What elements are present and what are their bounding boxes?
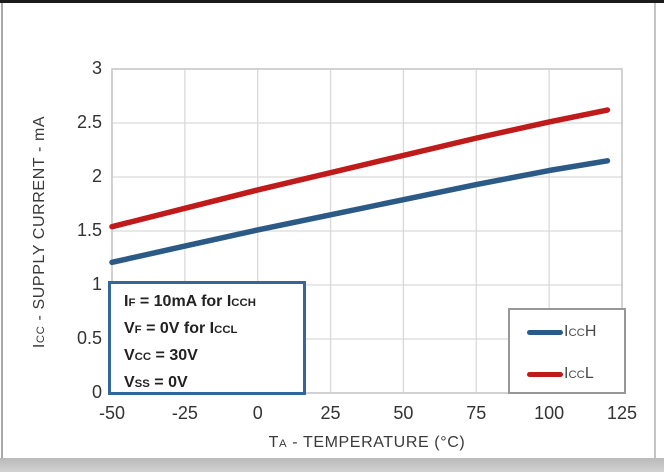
y-tick-label: 0 bbox=[91, 382, 102, 402]
y-tick-label: 2 bbox=[91, 166, 102, 186]
text-segment: L bbox=[584, 365, 594, 382]
annotation-line-vcc: VCC = 30V bbox=[124, 343, 303, 370]
subscript-text: CC bbox=[568, 327, 585, 339]
legend-item-iccl: ICCL bbox=[527, 361, 620, 387]
page-top-rule bbox=[0, 0, 664, 3]
legend-swatch-iccl bbox=[527, 371, 563, 377]
series-line-iccl bbox=[109, 107, 611, 230]
y-tick-label: 1 bbox=[91, 274, 102, 294]
legend: ICCH ICCL bbox=[508, 308, 626, 394]
text-segment: = 30V bbox=[151, 347, 198, 364]
x-tick-label: 100 bbox=[534, 403, 565, 423]
text-segment: - SUPPLY CURRENT - mA bbox=[31, 115, 48, 326]
x-tick-label: 50 bbox=[393, 403, 414, 423]
text-segment: = 10mA for bbox=[135, 293, 227, 310]
page-right-rule bbox=[654, 3, 656, 458]
subscript-text: CCH bbox=[231, 297, 256, 309]
text-segment: I bbox=[209, 320, 215, 337]
page-left-rule bbox=[1, 3, 3, 472]
x-tick-label: -50 bbox=[98, 403, 125, 423]
subscript-text: CC bbox=[568, 369, 585, 381]
text-segment: T bbox=[268, 434, 280, 451]
legend-label-icch: ICCH bbox=[564, 323, 596, 341]
series-line-icch bbox=[109, 158, 611, 266]
text-segment: I bbox=[226, 293, 232, 310]
legend-item-icch: ICCH bbox=[527, 319, 620, 345]
y-tick-label: 0.5 bbox=[76, 328, 102, 348]
conditions-annotation-box: IF = 10mA for ICCH VF = 0V for ICCL VCC … bbox=[108, 281, 306, 395]
subscript-text: F bbox=[134, 324, 142, 336]
subscript-text: A bbox=[279, 438, 288, 450]
y-axis-title: ICC - SUPPLY CURRENT - mA bbox=[31, 116, 49, 348]
subscript-text: F bbox=[128, 297, 136, 309]
text-segment: I bbox=[564, 323, 569, 340]
text-segment: I bbox=[564, 365, 569, 382]
x-tick-label: 0 bbox=[252, 403, 263, 423]
text-segment: = 0V for bbox=[141, 320, 210, 337]
text-segment: I bbox=[124, 293, 129, 310]
x-tick-label: 25 bbox=[320, 403, 341, 423]
x-axis-title: TA - TEMPERATURE (°C) bbox=[269, 434, 466, 452]
text-segment: V bbox=[124, 320, 135, 337]
legend-swatch-icch bbox=[527, 329, 563, 335]
x-tick-label: -25 bbox=[171, 403, 198, 423]
annotation-line-if: IF = 10mA for ICCH bbox=[124, 289, 303, 316]
x-tick-label: 125 bbox=[606, 403, 638, 423]
y-tick-label: 2.5 bbox=[76, 112, 102, 132]
text-segment: V bbox=[124, 374, 135, 391]
subscript-text: SS bbox=[134, 378, 150, 390]
legend-label-iccl: ICCL bbox=[564, 365, 594, 383]
subscript-text: CC bbox=[35, 325, 47, 344]
y-tick-label: 1.5 bbox=[76, 220, 102, 240]
annotation-line-vss: VSS = 0V bbox=[124, 370, 303, 397]
y-tick-label: 3 bbox=[91, 58, 102, 78]
text-segment: = 0V bbox=[149, 374, 188, 391]
plot-border bbox=[111, 68, 623, 394]
page-bottom-scan-band bbox=[0, 458, 664, 472]
text-segment: I bbox=[31, 343, 48, 349]
text-segment: V bbox=[124, 347, 135, 364]
text-segment: - TEMPERATURE (°C) bbox=[287, 434, 466, 451]
x-tick-label: 75 bbox=[466, 403, 487, 423]
subscript-text: CC bbox=[134, 351, 152, 363]
annotation-line-vf: VF = 0V for ICCL bbox=[124, 316, 303, 343]
subscript-text: CCL bbox=[214, 324, 238, 336]
text-segment: H bbox=[584, 323, 597, 340]
